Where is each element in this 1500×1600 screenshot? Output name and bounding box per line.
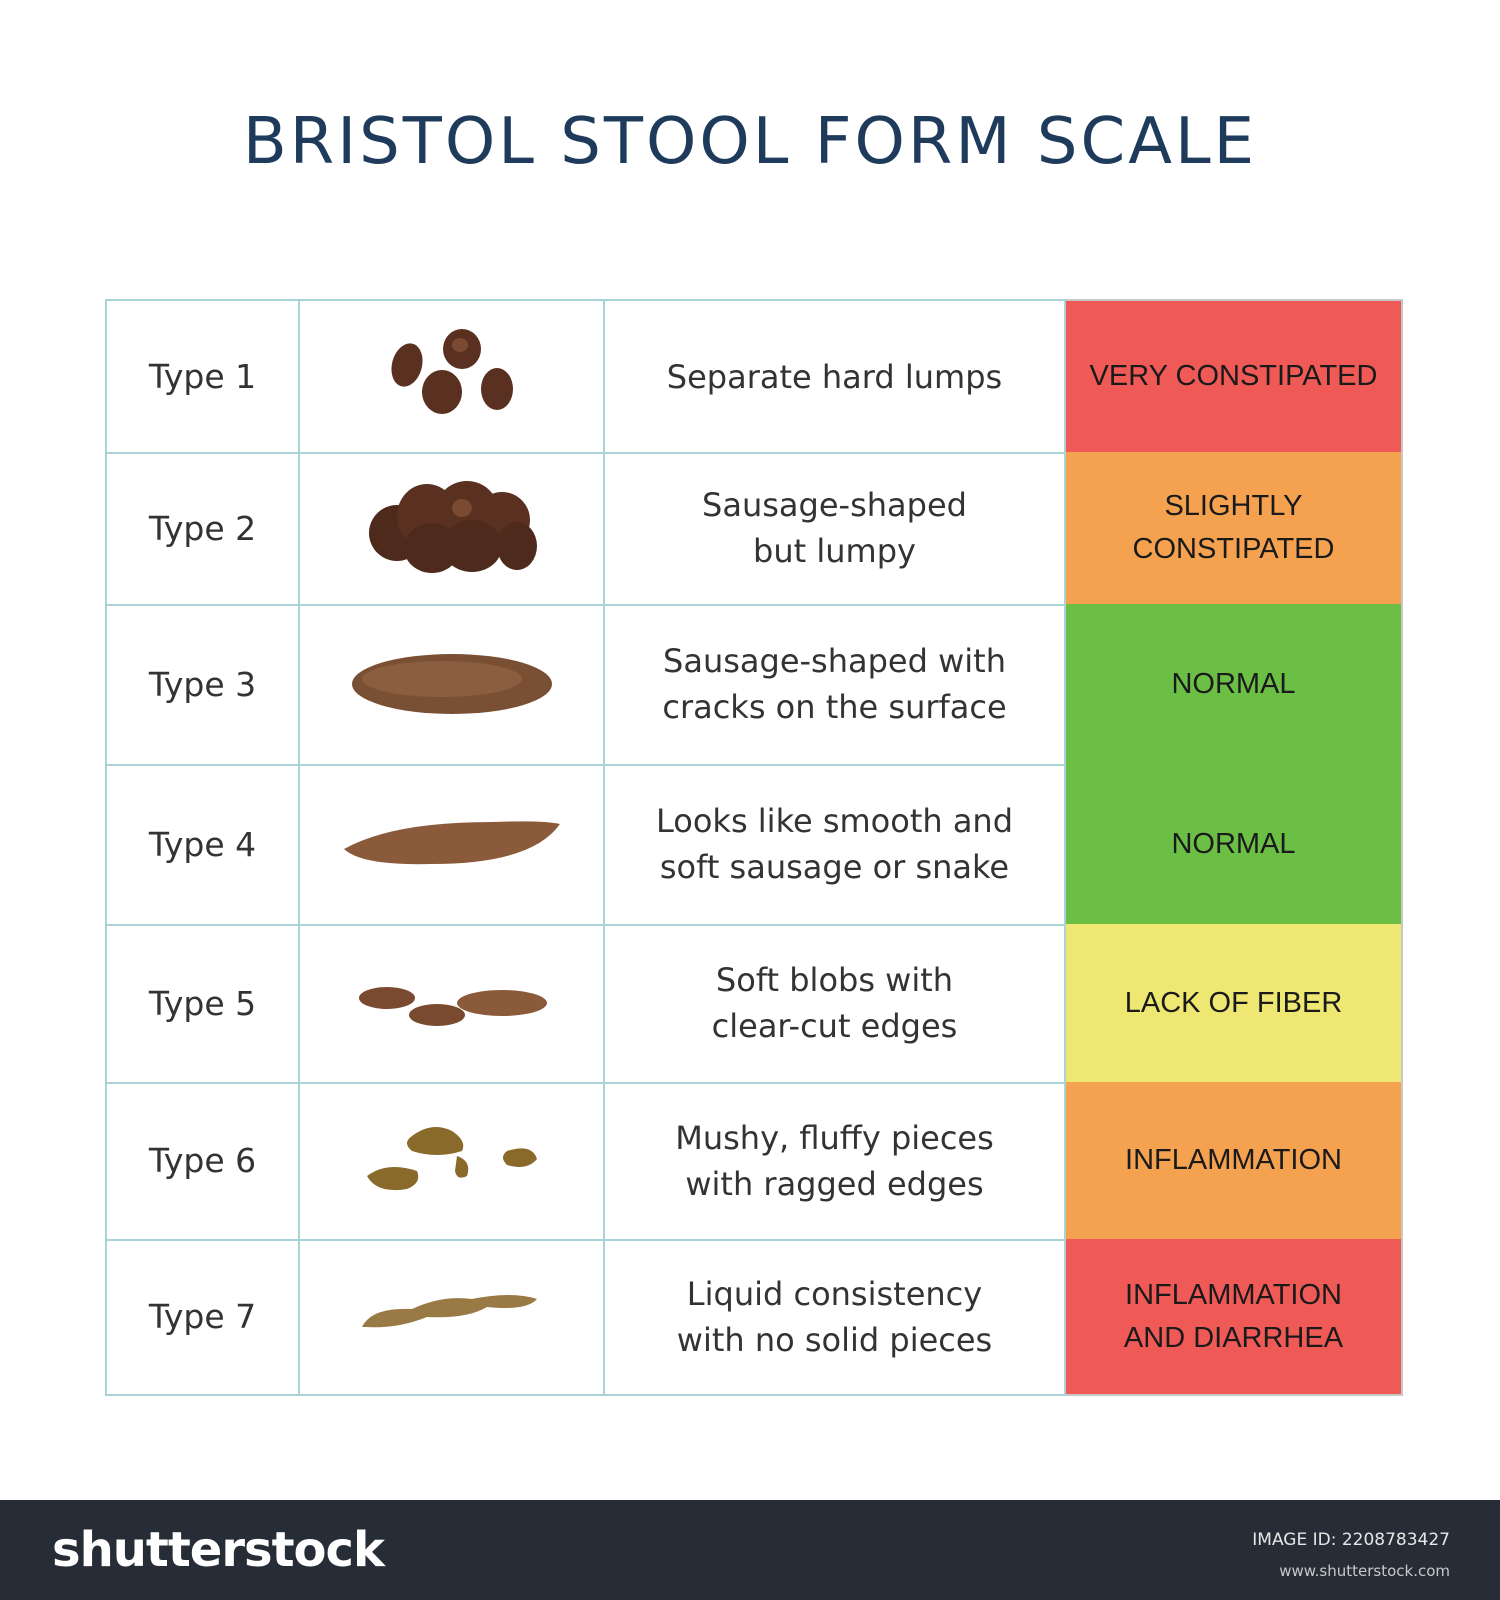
stool-illustration	[300, 1239, 605, 1396]
stool-illustration	[300, 764, 605, 926]
site-url: www.shutterstock.com	[1279, 1562, 1450, 1580]
type-label: Type 7	[105, 1239, 300, 1396]
stool-illustration	[300, 1082, 605, 1241]
description: Sausage-shaped with cracks on the surfac…	[605, 604, 1066, 766]
status-badge: INFLAMMATION	[1066, 1082, 1403, 1241]
table-row: Type 5 Soft blobs with clear-cut edges L…	[105, 924, 1403, 1084]
type-label: Type 1	[105, 299, 300, 454]
type-label: Type 3	[105, 604, 300, 766]
description: Sausage-shaped but lumpy	[605, 452, 1066, 606]
lumpy-sausage-icon	[368, 481, 537, 573]
description: Soft blobs with clear-cut edges	[605, 924, 1066, 1084]
page-title: BRISTOL STOOL FORM SCALE	[242, 105, 1258, 179]
stool-scale-table: Type 1 Separate hard lumps VERY CONSTIPA…	[105, 299, 1403, 1396]
type-label: Type 2	[105, 452, 300, 606]
status-badge: LACK OF FIBER	[1066, 924, 1403, 1084]
type-label: Type 6	[105, 1082, 300, 1241]
table-row: Type 4 Looks like smooth and soft sausag…	[105, 764, 1403, 926]
description: Separate hard lumps	[605, 299, 1066, 454]
status-badge: SLIGHTLY CONSTIPATED	[1066, 452, 1403, 606]
description: Looks like smooth and soft sausage or sn…	[605, 764, 1066, 926]
cracked-sausage-icon	[351, 654, 552, 714]
table-row: Type 1 Separate hard lumps VERY CONSTIPA…	[105, 299, 1403, 454]
shutterstock-logo: shutterstock	[52, 1522, 385, 1578]
table-row: Type 2 Sausage-shaped but lumpy SLIGHTLY…	[105, 452, 1403, 606]
stool-illustration	[300, 299, 605, 454]
table-row: Type 7 Liquid consistency with no solid …	[105, 1239, 1403, 1396]
soft-blobs-icon	[358, 987, 547, 1026]
table-row: Type 6 Mushy, fluffy pieces with ragged …	[105, 1082, 1403, 1241]
type-label: Type 5	[105, 924, 300, 1084]
stool-illustration	[300, 924, 605, 1084]
status-badge: NORMAL	[1066, 604, 1403, 766]
image-id: IMAGE ID: 2208783427	[1252, 1530, 1450, 1550]
stool-illustration	[300, 452, 605, 606]
type-label: Type 4	[105, 764, 300, 926]
stool-illustration	[300, 604, 605, 766]
footer: shutterstock IMAGE ID: 2208783427 www.sh…	[0, 1500, 1500, 1600]
table-row: Type 3 Sausage-shaped with cracks on the…	[105, 604, 1403, 766]
smooth-sausage-icon	[343, 821, 560, 865]
status-badge: NORMAL	[1066, 764, 1403, 926]
status-badge: VERY CONSTIPATED	[1066, 299, 1403, 454]
separate-lumps-icon	[390, 328, 513, 414]
description: Liquid consistency with no solid pieces	[605, 1239, 1066, 1396]
status-badge: INFLAMMATION AND DIARRHEA	[1066, 1239, 1403, 1396]
description: Mushy, fluffy pieces with ragged edges	[605, 1082, 1066, 1241]
mushy-pieces-icon	[366, 1126, 537, 1190]
liquid-icon	[359, 1294, 537, 1327]
